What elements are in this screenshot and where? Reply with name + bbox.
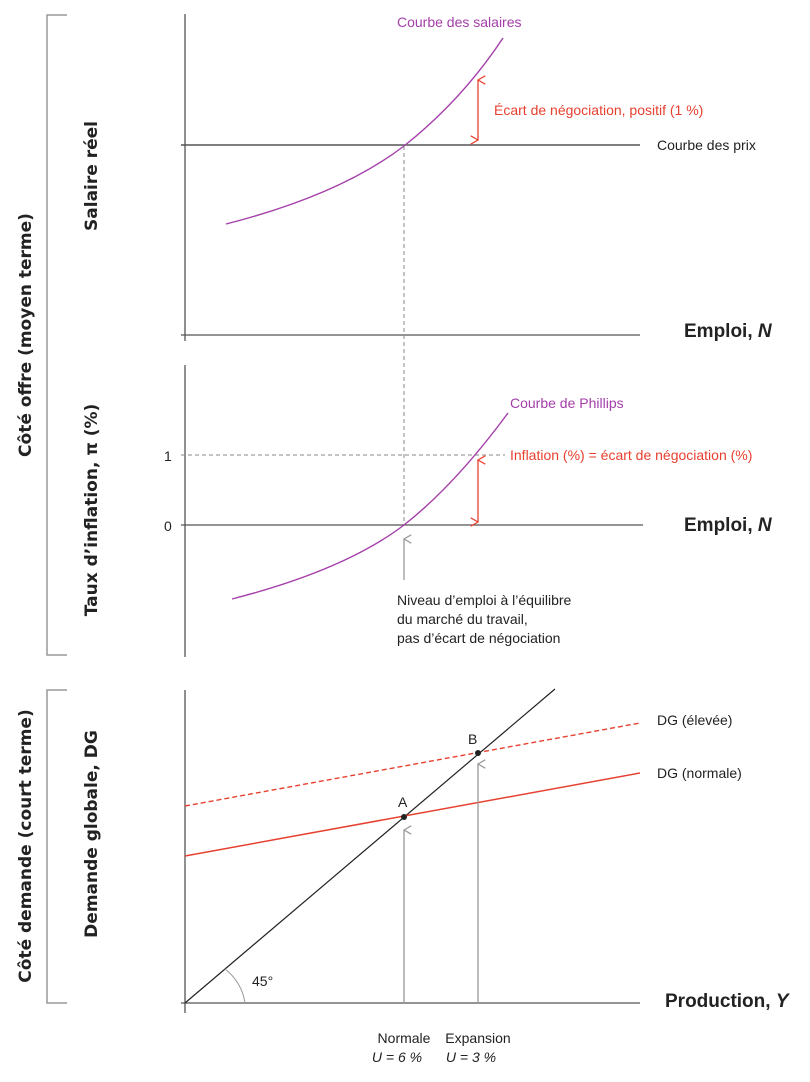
angle-label: 45° [252,973,273,989]
employment-axis-label: Emploi, N [684,321,773,342]
point-b [475,750,481,756]
phillips-panel: Taux d’inflation, π (%) 1 0 Courbe de Ph… [82,365,773,657]
45-degree-line [184,688,556,1004]
inflation-rate-label: Taux d’inflation, π (%) [82,404,102,617]
dg-normal-line [184,772,641,857]
inflation-gap-label: Inflation (%) = écart de négociation (%) [510,447,752,463]
price-curve-label: Courbe des prix [657,137,756,153]
point-b-label: B [468,731,477,747]
angle-arc [224,968,246,1004]
equilibrium-note: Niveau d’emploi à l’équilibre du marché … [397,592,575,646]
phillips-curve [231,412,509,600]
point-a-label: A [398,794,408,810]
expansion-label: Expansion [445,1030,510,1046]
production-axis-label: Production, Y [665,991,791,1012]
phillips-curve-label: Courbe de Phillips [510,395,624,411]
supply-side-label: Côté offre (moyen terme) [16,213,36,457]
demand-side-label: Côté demande (court terme) [16,709,36,982]
point-a [401,814,407,820]
wage-curve [225,37,504,225]
dg-high-line [184,722,641,807]
wage-panel: Salaire réel Courbe des salaires Écart d… [82,14,773,525]
tick-0: 0 [164,518,172,534]
expansion-unemployment: U = 3 % [446,1049,496,1065]
tick-1: 1 [164,448,172,464]
aggregate-demand-label: Demande globale, DG [82,730,102,938]
wage-curve-label: Courbe des salaires [397,14,522,30]
supply-bracket [46,14,67,656]
demand-bracket [46,689,67,1004]
normal-label: Normale [378,1030,431,1046]
normal-unemployment: U = 6 % [372,1049,422,1065]
dg-normal-label: DG (normale) [657,765,742,781]
dg-high-label: DG (élevée) [657,712,732,728]
real-wage-label: Salaire réel [82,121,102,231]
demand-panel: A B 45° Demande globale, DG DG (élevée) … [82,688,791,1065]
gap-label: Écart de négociation, positif (1 %) [494,102,703,118]
employment-axis-label: Emploi, N [684,515,773,536]
